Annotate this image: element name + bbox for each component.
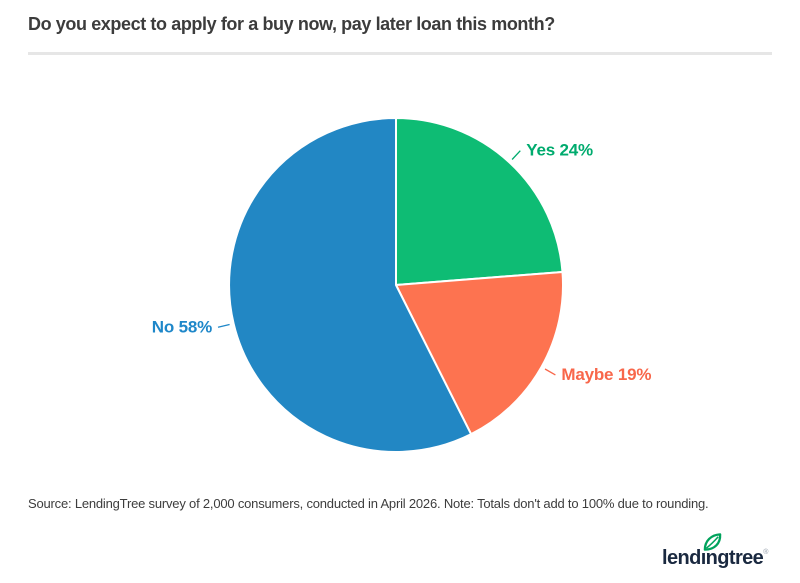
label-leader-maybe [544,368,556,376]
pie-slice-yes [395,117,564,286]
logo-text: lendıngtree® [662,547,769,569]
leaf-icon [703,533,722,551]
pie-slice-maybe [395,271,564,436]
lendingtree-logo: lendıngtree® [662,532,782,577]
pie-label-no: No 58% [152,317,212,336]
pie-label-yes: Yes 24% [526,141,593,160]
pie-label-maybe: Maybe 19% [561,365,651,384]
label-leader-no [217,323,230,328]
chart-title: Do you expect to apply for a buy now, pa… [28,14,555,34]
logo-trademark: ® [763,549,769,556]
source-note: Source: LendingTree survey of 2,000 cons… [28,496,709,511]
pie-slice-no [228,117,473,453]
label-leader-yes [511,150,521,160]
title-divider [28,52,772,55]
